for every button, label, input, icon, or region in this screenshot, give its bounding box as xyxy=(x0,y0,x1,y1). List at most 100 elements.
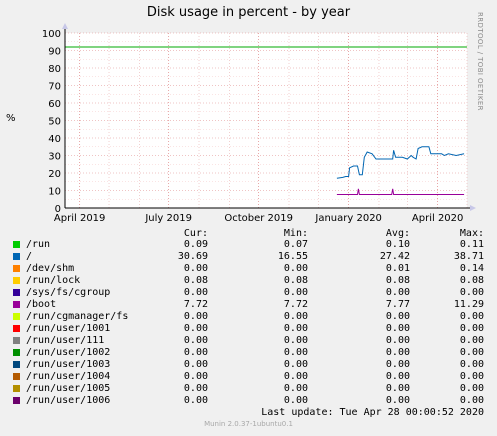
legend-series-name: /boot xyxy=(26,299,57,310)
legend-value-cur: 0.00 xyxy=(183,323,208,334)
legend-row: / 30.69 16.55 27.42 38.71 xyxy=(13,251,484,263)
legend-swatch xyxy=(13,397,20,404)
legend-value-avg: 0.00 xyxy=(385,383,410,394)
series-line xyxy=(336,188,465,195)
legend-value-avg: 0.00 xyxy=(385,359,410,370)
legend-series-name: /run/user/1001 xyxy=(26,323,111,334)
legend-row: /run/cgmanager/fs 0.00 0.00 0.00 0.00 xyxy=(13,311,484,323)
legend-value-max: 11.29 xyxy=(453,299,484,310)
legend-value-min: 0.00 xyxy=(283,311,308,322)
legend-row: /sys/fs/cgroup 0.00 0.00 0.00 0.00 xyxy=(13,287,484,299)
y-tick-label: 20 xyxy=(48,169,61,180)
legend-value-min: 0.07 xyxy=(283,239,308,250)
legend-value-max: 0.00 xyxy=(459,323,484,334)
legend-value-max: 0.00 xyxy=(459,287,484,298)
legend-swatch xyxy=(13,289,20,296)
legend-row: /run/lock 0.08 0.08 0.08 0.08 xyxy=(13,275,484,287)
legend-value-cur: 0.08 xyxy=(183,275,208,286)
y-tick-label: 60 xyxy=(48,99,61,110)
legend-value-cur: 0.00 xyxy=(183,311,208,322)
legend-row: /run 0.09 0.07 0.10 0.11 xyxy=(13,239,484,251)
legend-header-cur: Cur: xyxy=(183,228,208,239)
legend-series-name: /sys/fs/cgroup xyxy=(26,287,111,298)
legend-value-min: 0.00 xyxy=(283,287,308,298)
legend-value-max: 0.00 xyxy=(459,395,484,406)
legend-value-max: 0.00 xyxy=(459,311,484,322)
legend-header-min: Min: xyxy=(283,228,308,239)
legend-value-cur: 0.00 xyxy=(183,395,208,406)
legend-row: /boot 7.72 7.72 7.77 11.29 xyxy=(13,299,484,311)
legend-series-name: /dev/shm xyxy=(26,263,75,274)
legend-swatch xyxy=(13,277,20,284)
y-axis-label: % xyxy=(6,113,16,124)
legend-value-avg: 0.00 xyxy=(385,347,410,358)
legend-value-min: 7.72 xyxy=(283,299,308,310)
legend-value-min: 0.00 xyxy=(283,347,308,358)
legend-value-min: 0.00 xyxy=(283,323,308,334)
legend-swatch xyxy=(13,265,20,272)
legend-value-avg: 0.10 xyxy=(385,239,410,250)
y-axis-arrow xyxy=(62,23,68,29)
y-tick-label: 100 xyxy=(42,29,61,40)
legend-header-avg: Avg: xyxy=(385,228,410,239)
legend-series-name: /run/lock xyxy=(26,275,81,286)
legend-row: /run/user/1002 0.00 0.00 0.00 0.00 xyxy=(13,347,484,359)
legend-value-avg: 0.00 xyxy=(385,311,410,322)
legend-swatch xyxy=(13,337,20,344)
munin-version: Munin 2.0.37-1ubuntu0.1 xyxy=(204,420,293,428)
legend-header-max: Max: xyxy=(459,228,484,239)
x-tick-label: April 2020 xyxy=(412,213,463,224)
legend-swatch xyxy=(13,361,20,368)
legend-value-cur: 7.72 xyxy=(183,299,208,310)
legend-value-min: 0.08 xyxy=(283,275,308,286)
legend-value-cur: 0.00 xyxy=(183,347,208,358)
legend-row: /run/user/111 0.00 0.00 0.00 0.00 xyxy=(13,335,484,347)
legend-series-name: /run/cgmanager/fs xyxy=(26,311,129,322)
legend-value-min: 0.00 xyxy=(283,335,308,346)
legend-series-name: /run xyxy=(26,239,51,250)
x-tick-label: January 2020 xyxy=(314,213,382,224)
x-axis-arrow xyxy=(470,205,476,211)
chart-title: Disk usage in percent - by year xyxy=(146,5,351,20)
y-tick-label: 90 xyxy=(48,47,61,58)
legend-series-name: / xyxy=(26,251,33,262)
x-tick-label: April 2019 xyxy=(54,213,105,224)
last-update: Last update: Tue Apr 28 00:00:52 2020 xyxy=(261,407,484,418)
legend-value-cur: 0.00 xyxy=(183,287,208,298)
legend-value-max: 0.00 xyxy=(459,359,484,370)
y-tick-label: 50 xyxy=(48,117,61,128)
legend-row: /dev/shm 0.00 0.00 0.01 0.14 xyxy=(13,263,484,275)
y-tick-label: 10 xyxy=(48,187,61,198)
legend-value-avg: 0.00 xyxy=(385,335,410,346)
legend-swatch xyxy=(13,253,20,260)
legend-series-name: /run/user/1005 xyxy=(26,383,111,394)
legend-value-avg: 0.00 xyxy=(385,395,410,406)
legend-row: /run/user/1006 0.00 0.00 0.00 0.00 xyxy=(13,395,484,407)
legend-value-min: 0.00 xyxy=(283,371,308,382)
legend-value-cur: 0.00 xyxy=(183,383,208,394)
series-line xyxy=(336,146,465,179)
legend-value-cur: 0.00 xyxy=(183,335,208,346)
legend-value-max: 0.00 xyxy=(459,383,484,394)
legend-swatch xyxy=(13,325,20,332)
legend-value-avg: 27.42 xyxy=(379,251,410,262)
legend-value-max: 0.00 xyxy=(459,335,484,346)
legend-value-min: 16.55 xyxy=(277,251,308,262)
legend-value-avg: 7.77 xyxy=(385,299,410,310)
y-tick-label: 40 xyxy=(48,134,61,145)
legend-series-name: /run/user/1003 xyxy=(26,359,111,370)
y-tick-label: 70 xyxy=(48,82,61,93)
legend-swatch xyxy=(13,313,20,320)
legend-row: /run/user/1003 0.00 0.00 0.00 0.00 xyxy=(13,359,484,371)
legend-value-min: 0.00 xyxy=(283,395,308,406)
legend-value-cur: 0.00 xyxy=(183,359,208,370)
x-tick-label: October 2019 xyxy=(224,213,293,224)
legend-row: /run/user/1005 0.00 0.00 0.00 0.00 xyxy=(13,383,484,395)
legend-swatch xyxy=(13,349,20,356)
legend-value-cur: 0.00 xyxy=(183,263,208,274)
legend-value-min: 0.00 xyxy=(283,359,308,370)
legend-swatch xyxy=(13,373,20,380)
legend-value-avg: 0.00 xyxy=(385,287,410,298)
legend-value-max: 0.14 xyxy=(459,263,484,274)
